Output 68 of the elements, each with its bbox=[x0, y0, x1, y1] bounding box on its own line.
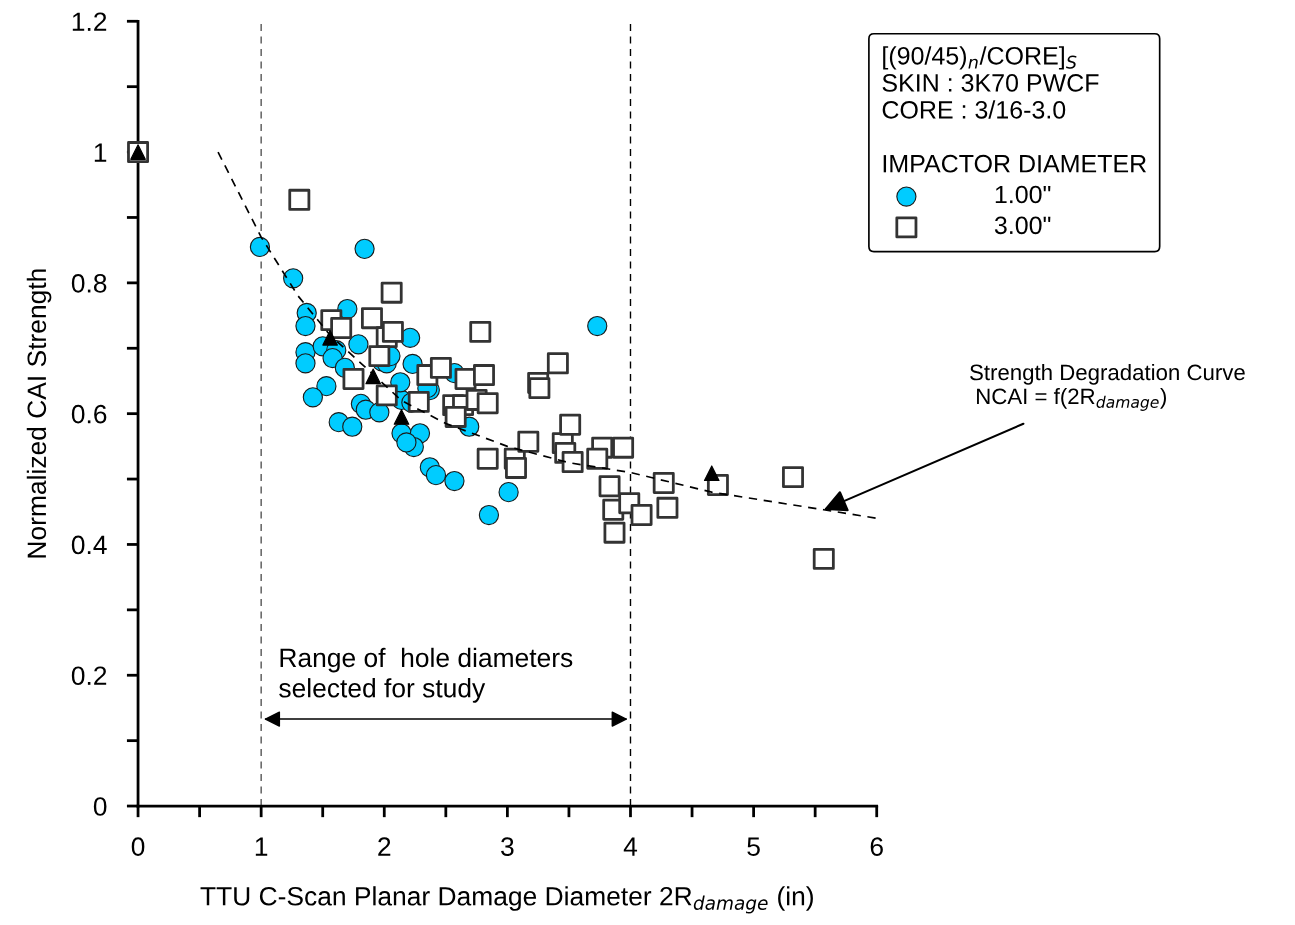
point bbox=[586, 447, 609, 470]
y-tick-label: 0.6 bbox=[71, 404, 107, 424]
point bbox=[302, 387, 323, 408]
point bbox=[612, 436, 635, 459]
point bbox=[381, 320, 404, 343]
x-axis-title: TTU C-Scan Planar Damage Diameter 2R$_{damage}$ (in) bbox=[200, 886, 813, 914]
annotation: Range of hole diameters selected for study bbox=[279, 647, 573, 703]
point bbox=[407, 390, 430, 413]
y-tick-label: 0.4 bbox=[71, 535, 107, 555]
point bbox=[429, 356, 452, 379]
x-tick-label: 2 bbox=[378, 837, 391, 856]
x-tick-label: 0 bbox=[131, 837, 145, 856]
point bbox=[478, 504, 500, 526]
point bbox=[322, 329, 338, 346]
point bbox=[365, 368, 382, 385]
y-axis-title: Normalized CAI Strength bbox=[26, 269, 52, 558]
point bbox=[812, 547, 835, 570]
y-tick-label: 1.2 bbox=[72, 12, 107, 31]
point bbox=[342, 416, 363, 437]
annotation: Strength Degradation Curve NCAI = f(2R$_{damage}$) bbox=[970, 363, 1245, 411]
point bbox=[528, 377, 551, 400]
point bbox=[517, 430, 540, 453]
point bbox=[393, 409, 410, 425]
x-tick-label: 6 bbox=[870, 837, 883, 856]
point bbox=[603, 521, 626, 544]
point bbox=[598, 475, 621, 498]
point bbox=[316, 376, 337, 397]
text: 1.00" bbox=[995, 185, 1051, 204]
point bbox=[656, 496, 679, 519]
point bbox=[295, 353, 316, 374]
point bbox=[295, 315, 316, 337]
x-tick-label: 3 bbox=[501, 837, 514, 856]
point bbox=[546, 352, 569, 375]
y-tick-label: 0 bbox=[93, 797, 107, 816]
point bbox=[559, 413, 582, 436]
point bbox=[425, 465, 447, 486]
point bbox=[587, 315, 608, 337]
point bbox=[368, 345, 391, 368]
point bbox=[476, 447, 499, 470]
point bbox=[380, 281, 403, 304]
x-tick-label: 5 bbox=[747, 837, 760, 856]
point bbox=[354, 238, 375, 259]
text: 3.00" bbox=[994, 216, 1051, 235]
point bbox=[375, 384, 398, 407]
point bbox=[476, 392, 499, 415]
point bbox=[396, 432, 417, 453]
y-tick-label: 0.8 bbox=[71, 274, 107, 293]
point bbox=[283, 268, 304, 289]
line-series bbox=[217, 151, 877, 520]
point bbox=[498, 482, 519, 503]
point bbox=[348, 334, 369, 355]
y-tick-label: 1 bbox=[94, 143, 107, 162]
text: [(90/45)$_{n}$/CORE]$_{S}$ SKIN : 3K70 PWCF CORE : 3/16-3.0 IMPACTOR DIAMETER bbox=[882, 46, 1147, 173]
point bbox=[444, 405, 467, 428]
point bbox=[469, 320, 492, 343]
point bbox=[342, 368, 365, 390]
point bbox=[505, 456, 527, 479]
point bbox=[288, 188, 311, 211]
point bbox=[561, 451, 584, 474]
y-tick-label: 0.2 bbox=[71, 666, 107, 686]
x-tick-label: 4 bbox=[623, 837, 638, 856]
point bbox=[703, 465, 720, 482]
point bbox=[444, 470, 465, 492]
point bbox=[652, 472, 675, 494]
point bbox=[330, 317, 353, 339]
x-tick-label: 1 bbox=[255, 837, 268, 856]
point bbox=[249, 236, 271, 258]
point bbox=[630, 504, 653, 526]
